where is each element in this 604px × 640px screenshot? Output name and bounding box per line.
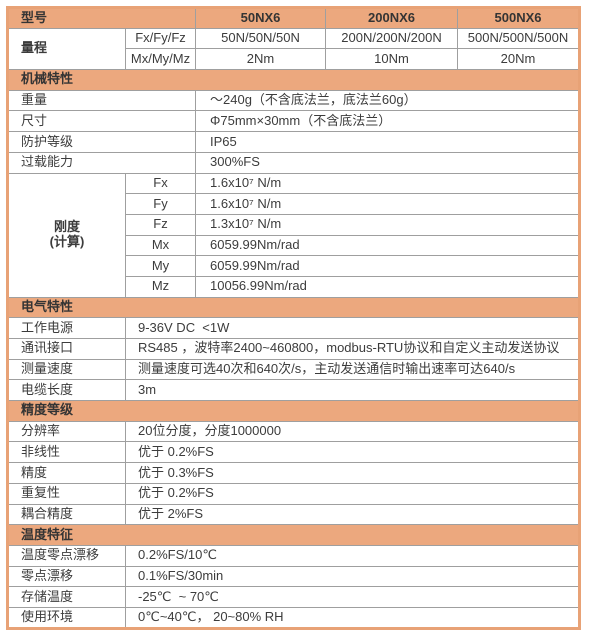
comm-interface-value: RS485 ，波特率2400~460800，modbus-RTU协议和自定义主动… bbox=[124, 338, 581, 360]
dimension-row: 尺寸 Φ75mm×30mm（不含底法兰） bbox=[6, 110, 581, 133]
nonlinearity-value: 优于 0.2%FS bbox=[124, 441, 581, 464]
stiffness-mz-value: 10056.99Nm/rad bbox=[195, 275, 581, 298]
resolution-value: 20位分度，分度1000000 bbox=[124, 420, 581, 443]
power-supply-value: 9-36V DC <1W bbox=[124, 317, 581, 339]
range-torque-200nx6: 10Nm bbox=[325, 48, 459, 71]
stiffness-fy-axis: Fy bbox=[124, 193, 197, 215]
mechanical-section-row: 机械特性 bbox=[6, 69, 581, 91]
overload-capacity-value: 300%FS bbox=[195, 151, 581, 174]
operating-env-label: 使用环境 bbox=[7, 606, 126, 629]
storage-temp-label: 存储温度 bbox=[7, 586, 126, 608]
storage-temp-value: -25℃ ~ 70℃ bbox=[124, 586, 581, 608]
zero-drift-row: 零点漂移 0.1%FS/30min bbox=[7, 565, 581, 588]
overload-capacity-row: 过载能力 300%FS bbox=[6, 151, 581, 174]
dimension-label: 尺寸 bbox=[6, 110, 197, 133]
coupling-accuracy-label: 耦合精度 bbox=[7, 503, 126, 526]
temp-zero-drift-value: 0.2%FS/10℃ bbox=[124, 544, 581, 567]
repeatability-value: 优于 0.2%FS bbox=[124, 482, 581, 505]
zero-drift-label: 零点漂移 bbox=[7, 565, 126, 588]
stiffness-fz-value: 1.3x10⁷ N/m bbox=[195, 213, 581, 236]
resolution-row: 分辨率 20位分度，分度1000000 bbox=[7, 420, 581, 443]
stiffness-label-line2: (计算) bbox=[49, 234, 85, 250]
coupling-accuracy-value: 优于 2%FS bbox=[124, 503, 581, 526]
precision-value: 优于 0.3%FS bbox=[124, 462, 581, 484]
stiffness-my-value: 6059.99Nm/rad bbox=[195, 255, 581, 277]
range-force-200nx6: 200N/200N/200N bbox=[325, 27, 459, 50]
range-torque-50nx6: 2Nm bbox=[195, 48, 327, 71]
range-force-500nx6: 500N/500N/500N bbox=[457, 27, 581, 50]
stiffness-label-line1: 刚度 bbox=[53, 219, 80, 235]
weight-row: 重量 ～240g（不含底法兰，底法兰60g） bbox=[6, 89, 581, 112]
dimension-value: Φ75mm×30mm（不含底法兰） bbox=[195, 110, 581, 133]
stiffness-mz-axis: Mz bbox=[124, 275, 197, 298]
comm-interface-row: 通讯接口 RS485 ，波特率2400~460800，modbus-RTU协议和… bbox=[7, 338, 581, 360]
weight-value: ～240g（不含底法兰，底法兰60g） bbox=[195, 89, 581, 112]
resolution-label: 分辨率 bbox=[7, 420, 126, 443]
model-200nx6: 200NX6 bbox=[325, 7, 459, 29]
temp-zero-drift-label: 温度零点漂移 bbox=[7, 544, 126, 567]
operating-env-row: 使用环境 0℃~40℃， 20~80% RH bbox=[7, 606, 581, 629]
range-force-50nx6: 50N/50N/50N bbox=[195, 27, 327, 50]
accuracy-section-title: 精度等级 bbox=[6, 400, 581, 422]
storage-temp-row: 存储温度 -25℃ ~ 70℃ bbox=[7, 586, 581, 608]
measure-speed-label: 测量速度 bbox=[7, 358, 126, 381]
range-torque-sublabel: Mx/My/Mz bbox=[124, 48, 197, 71]
electrical-section-title: 电气特性 bbox=[6, 296, 581, 319]
comm-interface-label: 通讯接口 bbox=[7, 338, 126, 360]
weight-label: 重量 bbox=[6, 89, 197, 112]
precision-label: 精度 bbox=[7, 462, 126, 484]
cable-length-label: 电缆长度 bbox=[7, 379, 126, 402]
protection-rating-value: IP65 bbox=[195, 131, 581, 153]
mechanical-section-title: 机械特性 bbox=[6, 69, 581, 91]
temperature-section-title: 温度特征 bbox=[6, 524, 581, 546]
stiffness-label: 刚度 (计算) bbox=[7, 172, 126, 298]
repeatability-row: 重复性 优于 0.2%FS bbox=[7, 482, 581, 505]
stiffness-fx-value: 1.6x10⁷ N/m bbox=[195, 172, 581, 195]
nonlinearity-label: 非线性 bbox=[7, 441, 126, 464]
protection-rating-row: 防护等级 IP65 bbox=[6, 131, 581, 153]
nonlinearity-row: 非线性 优于 0.2%FS bbox=[7, 441, 581, 464]
stiffness-mx-axis: Mx bbox=[124, 234, 197, 257]
overload-capacity-label: 过载能力 bbox=[6, 151, 197, 174]
cable-length-row: 电缆长度 3m bbox=[7, 379, 581, 402]
stiffness-mx-row: Mx 6059.99Nm/rad bbox=[8, 234, 581, 257]
electrical-section-row: 电气特性 bbox=[6, 296, 581, 319]
stiffness-my-axis: My bbox=[124, 255, 197, 277]
range-force-row: 量程 Fx/Fy/Fz 50N/50N/50N 200N/200N/200N 5… bbox=[7, 27, 581, 71]
model-header-row: 型号 50NX6 200NX6 500NX6 bbox=[6, 7, 581, 29]
sensor-spec-table: 型号 50NX6 200NX6 500NX6 量程 Fx/Fy/Fz 50N/5… bbox=[6, 6, 582, 630]
range-force-sublabel: Fx/Fy/Fz bbox=[124, 27, 197, 50]
measure-speed-row: 测量速度 测量速度可选40次和640次/s，主动发送通信时输出速率可达640/s bbox=[7, 358, 581, 381]
stiffness-mx-value: 6059.99Nm/rad bbox=[195, 234, 581, 257]
zero-drift-value: 0.1%FS/30min bbox=[124, 565, 581, 588]
repeatability-label: 重复性 bbox=[7, 482, 126, 505]
stiffness-fx-row: 刚度 (计算) Fx 1.6x10⁷ N/m bbox=[7, 172, 581, 298]
coupling-accuracy-row: 耦合精度 优于 2%FS bbox=[7, 503, 581, 526]
temperature-section-row: 温度特征 bbox=[6, 524, 581, 546]
range-label: 量程 bbox=[7, 27, 126, 71]
cable-length-value: 3m bbox=[124, 379, 581, 402]
model-50nx6: 50NX6 bbox=[195, 7, 327, 29]
power-supply-row: 工作电源 9-36V DC <1W bbox=[7, 317, 581, 339]
accuracy-section-row: 精度等级 bbox=[6, 400, 581, 422]
protection-rating-label: 防护等级 bbox=[6, 131, 197, 153]
precision-row: 精度 优于 0.3%FS bbox=[7, 462, 581, 484]
power-supply-label: 工作电源 bbox=[7, 317, 126, 339]
model-label: 型号 bbox=[6, 7, 197, 29]
operating-env-value: 0℃~40℃， 20~80% RH bbox=[124, 606, 581, 629]
stiffness-fz-axis: Fz bbox=[124, 213, 197, 236]
stiffness-fy-value: 1.6x10⁷ N/m bbox=[195, 193, 581, 215]
measure-speed-value: 测量速度可选40次和640次/s，主动发送通信时输出速率可达640/s bbox=[124, 358, 581, 381]
model-500nx6: 500NX6 bbox=[457, 7, 581, 29]
temp-zero-drift-row: 温度零点漂移 0.2%FS/10℃ bbox=[7, 544, 581, 567]
range-torque-500nx6: 20Nm bbox=[457, 48, 581, 71]
stiffness-fx-axis: Fx bbox=[124, 172, 197, 195]
